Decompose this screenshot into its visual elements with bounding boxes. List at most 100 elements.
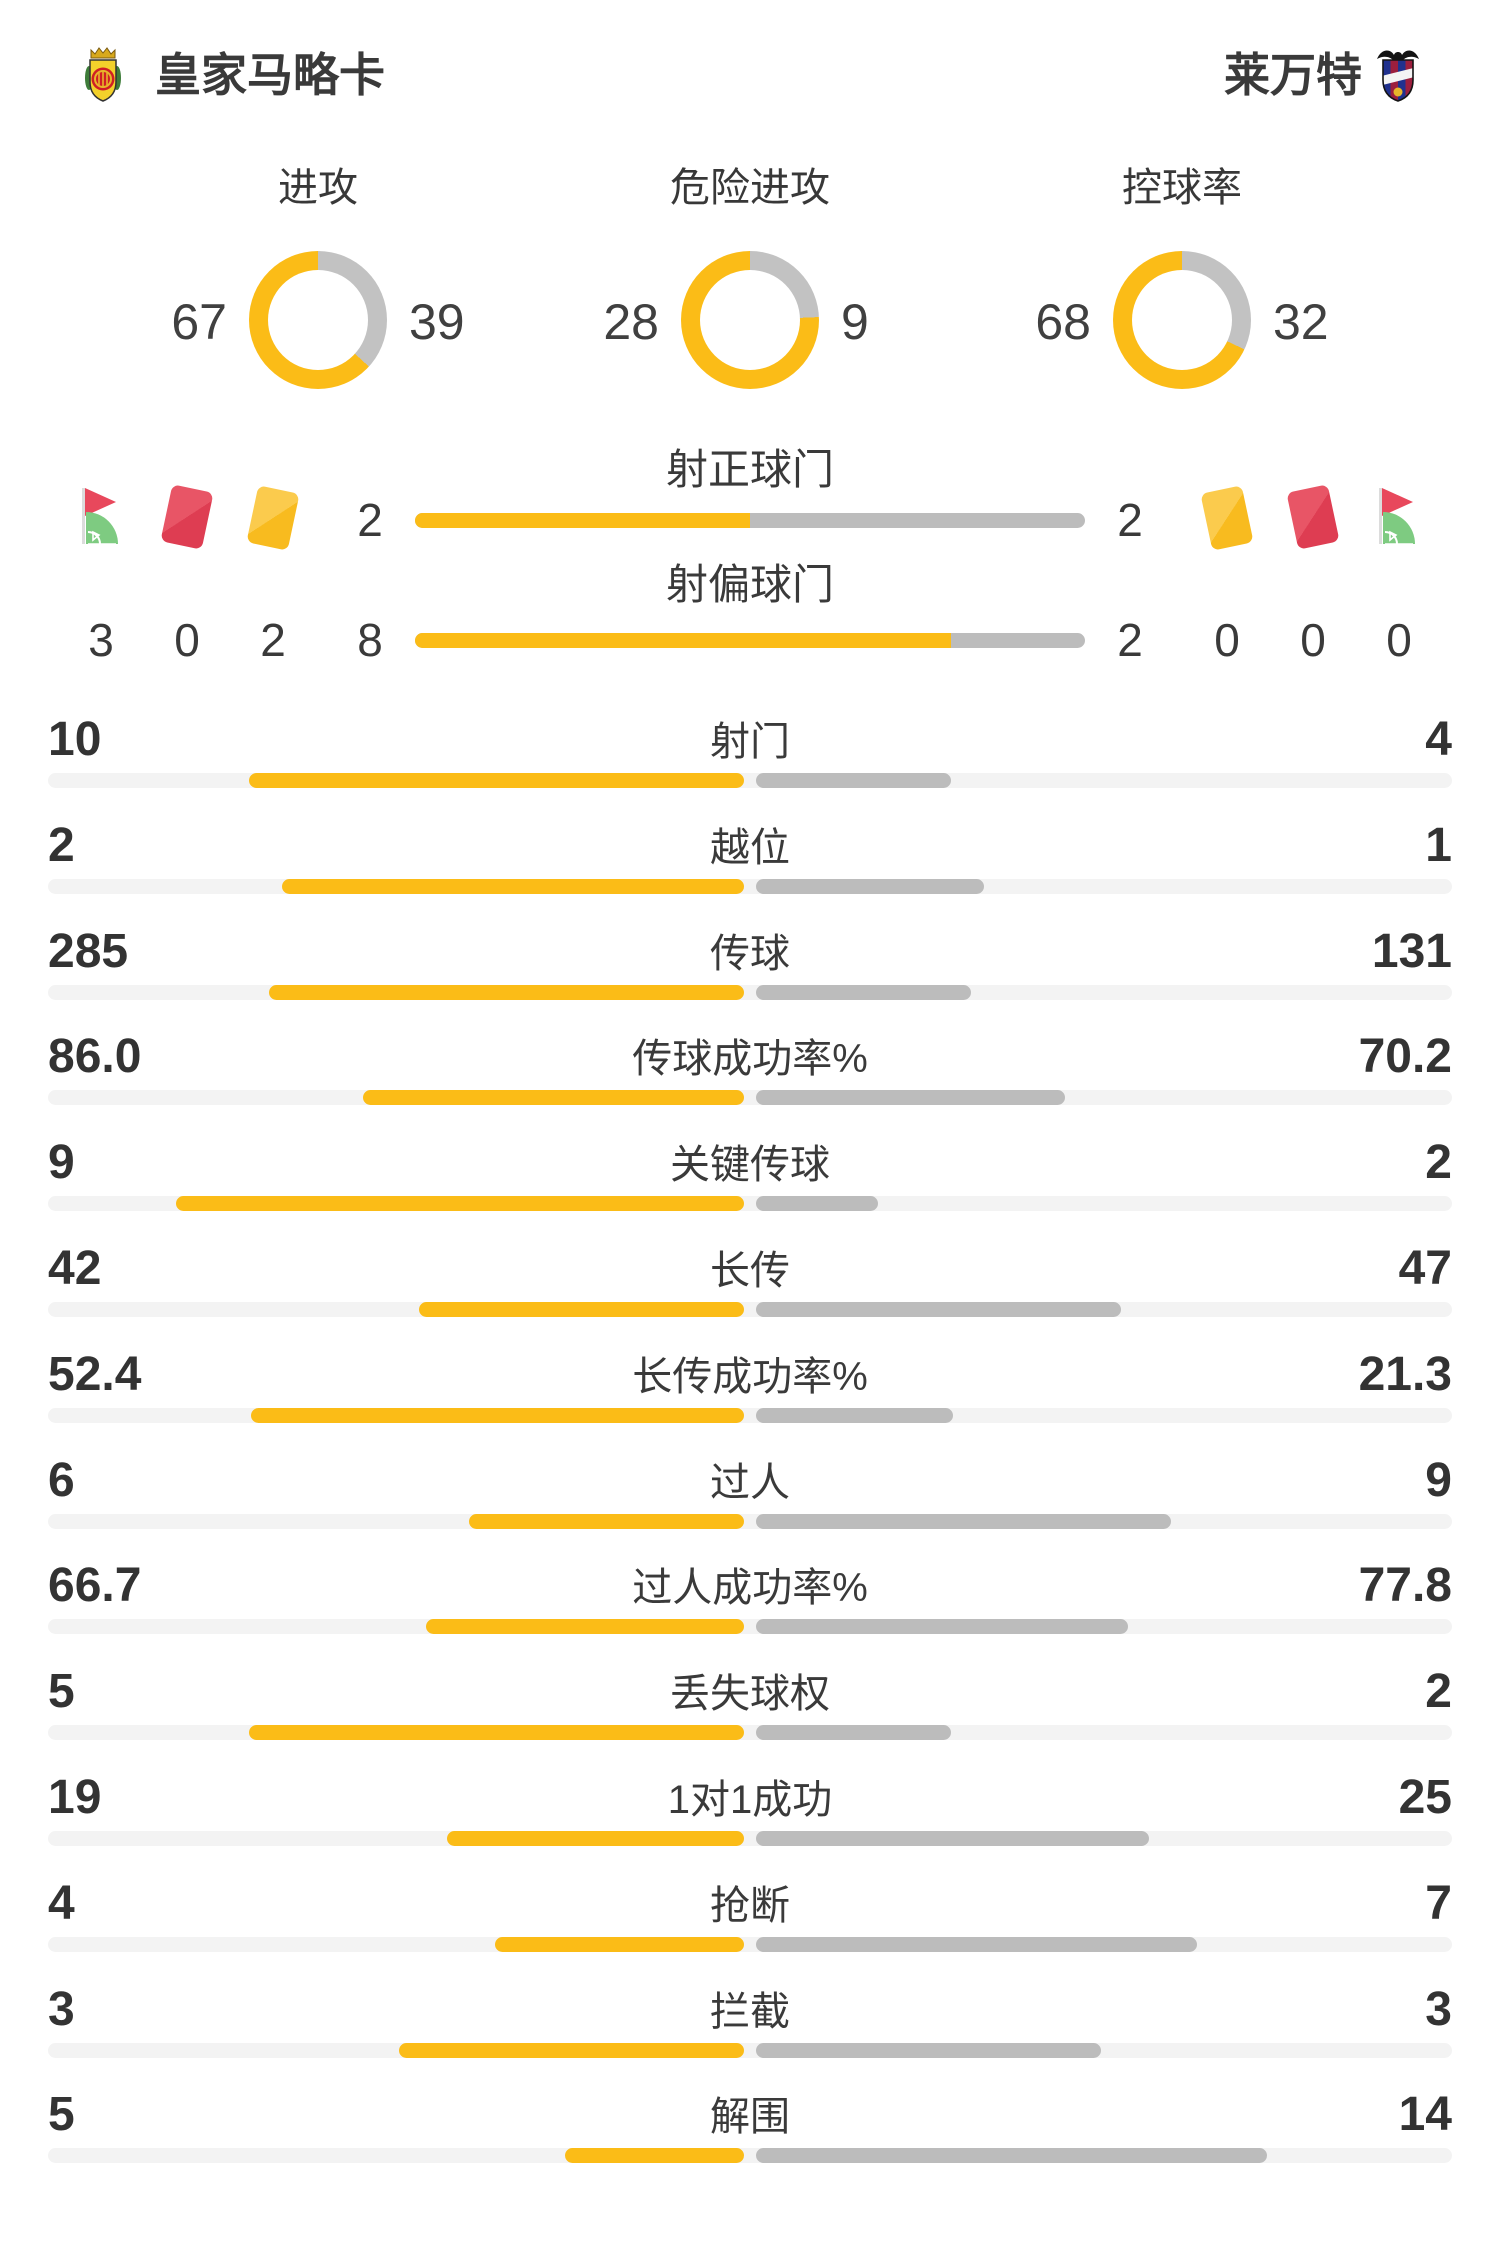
stat-bar-home-fill [248,773,744,788]
attacks-away-value: 39 [409,294,465,350]
home-yellow-cards-value: 2 [260,614,286,666]
stat-home-value: 86.0 [48,1030,142,1084]
dangerous-attacks-home-value: 28 [603,294,659,350]
shots-off-target-home-value: 8 [357,614,383,666]
stat-row: 86.0 传球成功率% 70.2 [48,1007,1452,1113]
stat-row: 9 关键传球 2 [48,1113,1452,1219]
shots-off-target-bar-home-fill [415,633,951,648]
stat-bar-home-fill [425,1619,744,1635]
dangerous-attacks-donut-chart [681,251,819,389]
stat-bar-away-fill [756,1725,951,1741]
stat-label: 关键传球 [670,1143,830,1188]
stat-away-value: 7 [1425,1876,1452,1930]
possession-away-value: 32 [1273,294,1329,350]
stat-away-value: 25 [1398,1770,1452,1824]
stat-row: 285 传球 131 [48,902,1452,1008]
stat-home-value: 5 [48,1665,75,1719]
stat-row: 6 过人 9 [48,1431,1452,1537]
stat-row: 42 长传 47 [48,1219,1452,1325]
home-team-logo [83,46,123,102]
stat-away-value: 4 [1425,713,1452,766]
away-yellow-card-icon [1200,485,1254,551]
stat-bar-home-fill [565,2148,744,2164]
stat-bar-track [48,1301,1452,1317]
stat-row: 4 抢断 7 [48,1854,1452,1960]
stat-bar-away-fill [756,1936,1197,1952]
stat-bar-away-fill [756,1090,1066,1106]
stat-away-value: 3 [1425,1982,1452,2036]
stat-bar-away-fill [756,773,951,788]
stat-bar-track [48,984,1452,1000]
stat-bar-track [48,773,1452,788]
stat-bar-away-fill [756,2042,1101,2058]
stat-row: 10 射门 4 [48,690,1452,796]
stat-row: 5 解围 14 [48,2065,1452,2171]
stat-bar-away-fill [756,1196,878,1212]
stat-label: 过人 [710,1460,790,1505]
stat-home-value: 42 [48,1241,102,1295]
stat-bar-home-fill [269,984,744,1000]
stat-bar-track [48,1936,1452,1952]
stat-home-value: 52.4 [48,1347,142,1401]
stat-home-value: 285 [48,924,129,978]
stat-bar-away-fill [756,984,972,1000]
attacks-home-value: 67 [171,294,227,350]
stat-label: 长传成功率% [632,1354,868,1399]
stat-bar-away-fill [756,2148,1268,2164]
stat-bar-home-fill [418,1301,744,1317]
shots-on-target-away-value: 2 [1117,494,1143,546]
shots-on-target-bar [415,513,1085,528]
stat-label: 丢失球权 [670,1672,830,1717]
stat-label: 解围 [710,2095,790,2140]
stat-bar-track [48,1090,1452,1106]
stat-home-value: 5 [48,2088,75,2142]
home-team-name: 皇家马略卡 [155,49,385,101]
stat-away-value: 9 [1425,1453,1452,1507]
levante-crest-icon [1377,50,1419,102]
stat-label: 抢断 [710,1883,790,1928]
stat-bar-home-fill [248,1725,744,1741]
stat-label: 传球成功率% [632,1037,868,1082]
match-stats-list: 10 射门 4 2 越位 1 285 传球 131 86.0 传球成功率% 70… [48,690,1452,2171]
stat-row: 5 丢失球权 2 [48,1642,1452,1748]
stat-home-value: 2 [48,818,75,872]
stat-home-value: 66.7 [48,1559,142,1613]
stat-bar-track [48,1725,1452,1741]
stat-home-value: 9 [48,1136,75,1190]
stat-bar-track [48,1619,1452,1635]
possession-label: 控球率 [1122,166,1242,210]
dangerous-attacks-away-value: 9 [841,294,869,350]
possession-donut-group: 控球率 68 32 [1002,166,1362,406]
stat-bar-away-fill [756,1619,1128,1635]
attacks-donut-group: 进攻 67 39 [138,166,498,406]
away-team-name: 莱万特 [1224,49,1362,101]
mallorca-crest-icon [85,47,121,102]
stat-home-value: 3 [48,1982,75,2036]
stat-bar-home-fill [363,1090,744,1106]
stat-home-value: 6 [48,1453,75,1507]
stat-home-value: 4 [48,1876,75,1930]
shots-off-target-bar [415,633,1085,648]
stat-bar-away-fill [756,878,984,894]
stat-away-value: 70.2 [1358,1030,1452,1084]
home-corners-value: 3 [88,614,114,666]
attacks-label: 进攻 [278,166,358,210]
stat-away-value: 47 [1398,1241,1452,1295]
stat-away-value: 2 [1425,1665,1452,1719]
stat-bar-away-fill [756,1513,1172,1529]
stat-label: 过人成功率% [632,1566,868,1611]
away-corner-flag-icon [1371,486,1427,551]
shots-on-target-label: 射正球门 [665,446,834,493]
stat-bar-home-fill [494,1936,744,1952]
stat-label: 传球 [710,931,790,976]
shots-on-target-bar-home-fill [415,513,750,528]
stat-bar-home-fill [469,1513,744,1529]
stat-bar-track [48,1513,1452,1529]
stat-label: 越位 [710,825,790,870]
home-red-cards-value: 0 [174,614,200,666]
stat-away-value: 21.3 [1358,1347,1452,1401]
away-team-logo [1376,46,1420,102]
stat-bar-away-fill [756,1301,1121,1317]
stat-label: 射门 [710,720,790,764]
shots-on-target-home-value: 2 [357,494,383,546]
